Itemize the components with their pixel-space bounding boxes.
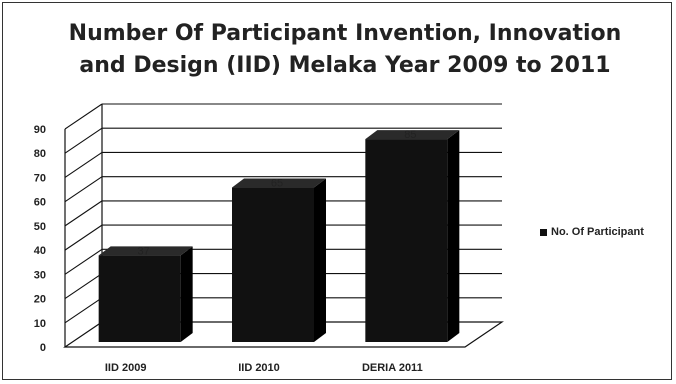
gridline-left bbox=[64, 224, 103, 251]
gridline-left bbox=[64, 273, 103, 300]
y-tick-label: 70 bbox=[34, 172, 46, 184]
legend: No. Of Participant bbox=[540, 226, 644, 238]
gridline-left bbox=[64, 176, 103, 203]
y-tick-label: 10 bbox=[34, 318, 46, 330]
gridline-left bbox=[64, 297, 103, 324]
y-tick-label: 40 bbox=[34, 245, 46, 257]
chart-title-line1: Number Of Participant Invention, Innovat… bbox=[68, 21, 622, 46]
y-tick-label: 80 bbox=[34, 148, 46, 160]
data-label: 85 bbox=[404, 129, 416, 141]
bar-side bbox=[447, 130, 460, 342]
data-label: 65 bbox=[271, 178, 283, 190]
chart-title: Number Of Participant Invention, Innovat… bbox=[0, 18, 676, 82]
bar-side bbox=[180, 246, 193, 342]
chart-title-line2: and Design (IID) Melaka Year 2009 to 201… bbox=[79, 53, 611, 78]
bar-top bbox=[232, 178, 326, 188]
y-tick-label: 0 bbox=[40, 342, 46, 354]
y-tick-label: 30 bbox=[34, 269, 46, 281]
gridline-left bbox=[64, 127, 103, 154]
gridline-left bbox=[64, 248, 103, 275]
bar-front bbox=[232, 187, 314, 342]
gridline-left bbox=[64, 103, 103, 130]
legend-swatch bbox=[540, 228, 547, 236]
bar bbox=[365, 130, 460, 342]
bar-front bbox=[365, 139, 448, 342]
bar-top bbox=[365, 130, 460, 140]
bar-front bbox=[98, 255, 181, 342]
x-axis-ticks: IID 2009 IID 2010 DERIA 2011 bbox=[105, 362, 423, 374]
bar bbox=[232, 178, 326, 342]
chart-floor bbox=[63, 321, 504, 348]
bar bbox=[98, 246, 193, 342]
bar-side bbox=[314, 178, 326, 342]
y-tick-label: 60 bbox=[34, 197, 46, 209]
y-axis-ticks: 0 10 20 30 40 50 60 70 80 90 bbox=[34, 124, 46, 354]
y-tick-label: 90 bbox=[34, 124, 46, 136]
data-label: 37 bbox=[138, 245, 150, 257]
bar-top bbox=[98, 246, 193, 256]
bars: 37 65 85 bbox=[98, 129, 460, 342]
gridline-left bbox=[64, 200, 103, 227]
y-tick-label: 50 bbox=[34, 221, 46, 233]
x-tick-label: IID 2010 bbox=[238, 362, 280, 374]
gridline-left bbox=[64, 151, 103, 178]
x-tick-label: DERIA 2011 bbox=[362, 362, 423, 374]
x-tick-label: IID 2009 bbox=[105, 362, 147, 374]
legend-label: No. Of Participant bbox=[551, 226, 644, 238]
y-tick-label: 20 bbox=[34, 294, 46, 306]
